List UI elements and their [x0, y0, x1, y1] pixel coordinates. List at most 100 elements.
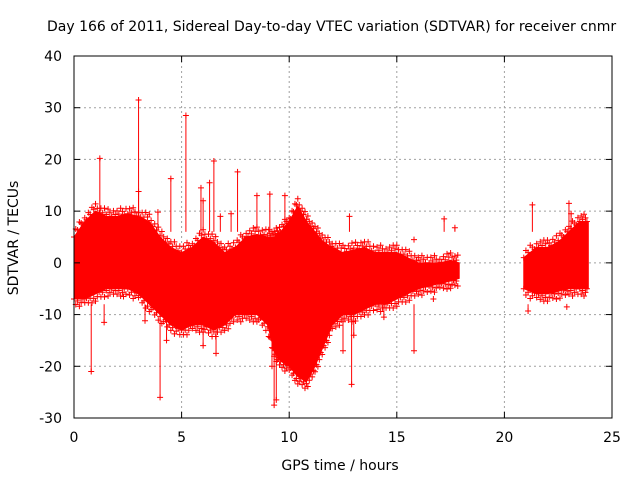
edge-point [368, 302, 375, 309]
edge-point [128, 209, 135, 216]
edge-point [244, 311, 251, 318]
data-point [430, 296, 437, 303]
edge-point [386, 244, 393, 251]
edge-point [207, 235, 214, 242]
edge-point [79, 221, 86, 228]
edge-point [142, 209, 149, 216]
edge-point [390, 305, 397, 312]
edge-point [537, 238, 544, 245]
y-tick-label: -10 [39, 308, 62, 324]
edge-point [324, 339, 331, 346]
edge-point [560, 234, 567, 240]
edge-point [418, 292, 425, 299]
edge-point [106, 289, 113, 296]
edge-point [327, 243, 334, 250]
edge-point [357, 313, 364, 320]
edge-point [375, 303, 382, 310]
edge-point [198, 232, 205, 239]
axis-ticks: 0 5 10 15 20 25 -30 -20 -10 0 10 20 30 40 [39, 49, 621, 446]
x-tick-label: 25 [603, 430, 621, 446]
edge-point [191, 321, 198, 328]
edge-point [261, 320, 268, 327]
y-axis-label: SDTVAR / TECUs [6, 181, 22, 296]
y-tick-label: 0 [53, 256, 62, 272]
edge-point [340, 242, 346, 249]
edge-point [114, 291, 121, 298]
edge-point [209, 231, 216, 238]
edge-point [307, 371, 314, 378]
edge-point [555, 290, 562, 297]
edge-point [218, 329, 225, 336]
edge-point [287, 215, 294, 222]
edge-point [124, 210, 131, 217]
edge-point [319, 351, 326, 358]
edge-point [189, 325, 196, 332]
edge-point [341, 245, 348, 252]
edge-point [549, 295, 556, 302]
edge-point [449, 281, 456, 288]
edge-point [322, 344, 329, 351]
edge-point [542, 240, 549, 247]
edge-point [296, 201, 303, 208]
edge-point [551, 239, 558, 246]
edge-point [299, 381, 306, 388]
edge-point [453, 278, 460, 285]
edge-point [272, 231, 279, 238]
edge-point [101, 205, 108, 212]
edge-point [420, 288, 427, 295]
chart-title: Day 166 of 2011, Sidereal Day-to-day VTE… [47, 19, 617, 35]
edge-point [137, 292, 144, 299]
edge-point [426, 283, 433, 290]
edge-point [246, 227, 253, 234]
edge-point [533, 240, 540, 247]
edge-point [454, 283, 461, 290]
data-point [563, 303, 570, 310]
edge-point [207, 327, 214, 334]
x-tick-label: 5 [177, 430, 186, 446]
edge-point [148, 217, 155, 224]
edge-point [445, 282, 452, 289]
edge-point [424, 288, 431, 295]
edge-point [440, 285, 447, 292]
edge-point [411, 252, 418, 259]
edge-point [225, 325, 232, 332]
data-point [411, 236, 418, 243]
edge-point [583, 285, 590, 292]
edge-point [531, 290, 538, 297]
edge-point [546, 294, 553, 301]
edge-point [221, 327, 228, 334]
edge-point [257, 232, 264, 239]
edge-point [451, 282, 458, 289]
edge-point [157, 232, 164, 239]
edge-point [418, 252, 425, 259]
edge-point [169, 324, 176, 331]
edge-point [417, 287, 424, 294]
edge-point [277, 228, 284, 235]
edge-point [223, 322, 230, 328]
edge-point [525, 249, 532, 256]
edge-point [230, 318, 237, 325]
edge-point [79, 296, 86, 303]
edge-point [121, 211, 128, 218]
edge-point [280, 223, 287, 230]
edge-point [551, 290, 558, 297]
edge-point [279, 364, 286, 371]
edge-point [290, 370, 297, 377]
edge-point [192, 327, 199, 334]
edge-point [352, 239, 359, 246]
edge-point [393, 242, 400, 249]
edge-point [76, 303, 83, 310]
edge-point [280, 361, 287, 368]
edge-point [83, 216, 90, 223]
edge-point [287, 365, 294, 372]
edge-point [571, 289, 578, 296]
edge-point [400, 294, 407, 301]
edge-point [119, 208, 126, 215]
edge-point [558, 291, 565, 298]
y-tick-label: -20 [39, 359, 62, 375]
edge-point [108, 213, 115, 220]
edge-point [286, 214, 293, 221]
edge-point [105, 292, 112, 299]
edge-point [252, 315, 259, 322]
edge-point [438, 259, 445, 266]
